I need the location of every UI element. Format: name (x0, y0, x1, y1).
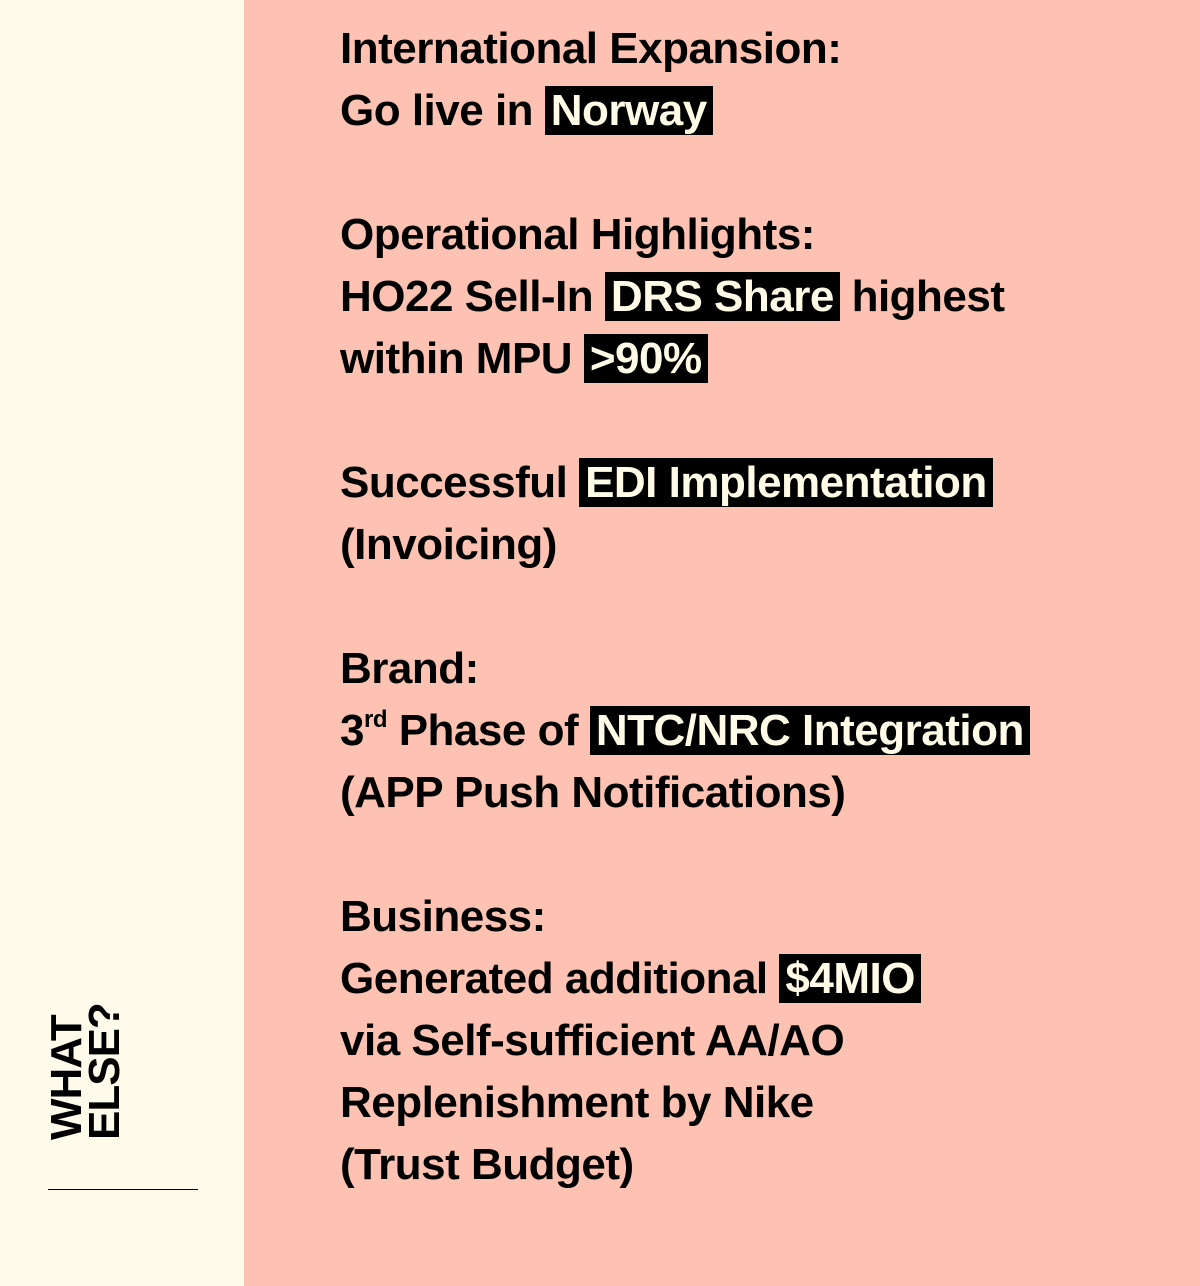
ordinal-number: 3 (340, 706, 364, 755)
highlight-norway: Norway (544, 86, 713, 135)
text-segment: HO22 Sell-In (340, 272, 605, 321)
section-line: Go live in Norway (340, 80, 1180, 142)
section-business: Business: Generated additional $4MIO via… (340, 886, 1180, 1196)
ordinal-suffix: rd (363, 706, 388, 733)
sidebar: WHAT ELSE? (0, 0, 244, 1286)
text-segment: Go live in (340, 86, 545, 135)
highlight-amount: $4MIO (779, 954, 921, 1003)
section-line: Successful EDI Implementation (340, 452, 1180, 514)
text-segment: highest (839, 272, 1005, 321)
section-line: (APP Push Notifications) (340, 768, 846, 817)
section-operational: Operational Highlights: HO22 Sell-In DRS… (340, 204, 1180, 390)
section-line: 3rd Phase of NTC/NRC Integration (340, 700, 1180, 762)
text-segment: Generated additional (340, 954, 780, 1003)
text-segment: within MPU (340, 334, 584, 383)
sidebar-title-line2: ELSE? (80, 1003, 129, 1140)
highlight-ntc-nrc: NTC/NRC Integration (589, 706, 1030, 755)
section-edi: Successful EDI Implementation (Invoicing… (340, 452, 1180, 576)
section-line: Replenishment by Nike (340, 1078, 814, 1127)
section-line: Generated additional $4MIO (340, 948, 1180, 1010)
section-line: within MPU >90% (340, 328, 1180, 390)
section-line: (Trust Budget) (340, 1140, 634, 1189)
sidebar-title: WHAT ELSE? (42, 1000, 130, 1140)
text-segment: Successful (340, 458, 580, 507)
section-line: (Invoicing) (340, 520, 557, 569)
text-segment: Phase of (386, 706, 590, 755)
section-heading: International Expansion: (340, 24, 842, 73)
highlight-percentage: >90% (583, 334, 708, 383)
main-panel: International Expansion: Go live in Norw… (244, 0, 1200, 1286)
section-heading: Operational Highlights: (340, 210, 815, 259)
section-brand: Brand: 3rd Phase of NTC/NRC Integration … (340, 638, 1180, 824)
section-heading: Brand: (340, 644, 479, 693)
section-line: HO22 Sell-In DRS Share highest (340, 266, 1180, 328)
section-line: via Self-sufficient AA/AO (340, 1016, 845, 1065)
sidebar-divider (48, 1189, 198, 1190)
highlight-drs-share: DRS Share (604, 272, 840, 321)
section-international: International Expansion: Go live in Norw… (340, 18, 1180, 142)
content: International Expansion: Go live in Norw… (340, 18, 1180, 1258)
section-heading: Business: (340, 892, 546, 941)
highlight-edi: EDI Implementation (579, 458, 993, 507)
